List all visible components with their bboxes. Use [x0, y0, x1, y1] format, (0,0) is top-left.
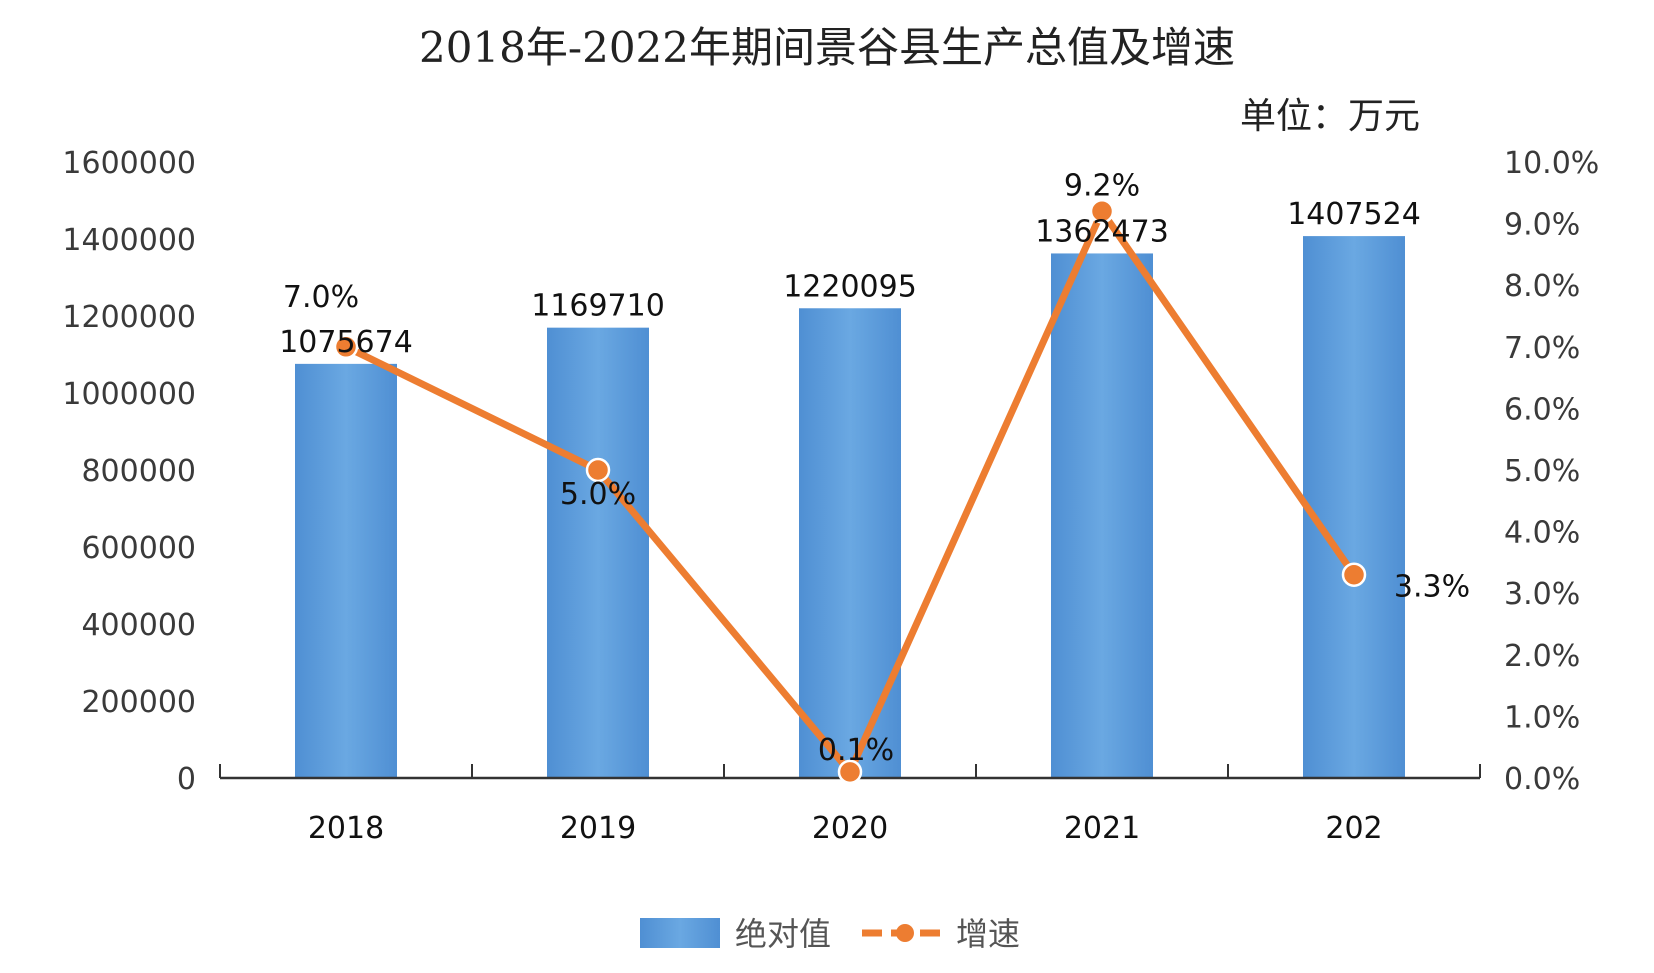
- left-tick-label: 1400000: [62, 223, 196, 258]
- category-label: 2019: [560, 811, 636, 846]
- bar-value-label: 1075674: [279, 325, 413, 360]
- right-tick-label: 10.0%: [1504, 146, 1599, 181]
- category-label: 2018: [308, 811, 384, 846]
- left-axis-ticks: 0 200000 400000 600000 800000 1000000 1200000 1…: [62, 146, 196, 797]
- category-label: 2021: [1064, 811, 1140, 846]
- right-tick-label: 1.0%: [1504, 700, 1580, 735]
- growth-value-label: 5.0%: [560, 477, 636, 512]
- growth-marker: [837, 759, 863, 785]
- line-series: [333, 199, 1367, 785]
- left-tick-label: 600000: [81, 531, 196, 566]
- right-tick-label: 0.0%: [1504, 762, 1580, 797]
- growth-marker: [1341, 562, 1367, 587]
- legend: 绝对值 增速: [640, 915, 1020, 953]
- category-labels: 2018 2019 2020 2021 202: [308, 811, 1383, 846]
- bar-data-labels: 1075674 1169710 1220095 1362473 1407524: [279, 197, 1421, 360]
- right-tick-label: 5.0%: [1504, 454, 1580, 489]
- growth-value-label: 0.1%: [818, 733, 894, 768]
- left-tick-label: 800000: [81, 454, 196, 489]
- bar: [547, 327, 649, 778]
- growth-marker: [1089, 199, 1115, 224]
- left-tick-label: 1600000: [62, 146, 196, 181]
- right-tick-label: 6.0%: [1504, 392, 1580, 427]
- bar: [295, 363, 397, 778]
- unit-label: 单位：万元: [1240, 96, 1420, 137]
- right-tick-label: 3.0%: [1504, 577, 1580, 612]
- growth-marker: [333, 334, 359, 360]
- legend-swatch-bar: [640, 918, 720, 948]
- legend-swatch-marker: [896, 924, 914, 942]
- left-tick-label: 1000000: [62, 377, 196, 412]
- left-tick-label: 400000: [81, 608, 196, 643]
- right-tick-label: 7.0%: [1504, 331, 1580, 366]
- category-label: 202: [1325, 811, 1382, 846]
- left-tick-label: 200000: [81, 685, 196, 720]
- left-tick-label: 1200000: [62, 300, 196, 335]
- left-tick-label: 0: [177, 762, 196, 797]
- growth-marker: [585, 457, 611, 483]
- right-tick-label: 4.0%: [1504, 516, 1580, 551]
- chart-title: 2018年-2022年期间景谷县生产总值及增速: [419, 23, 1235, 72]
- bar-value-label: 1407524: [1287, 197, 1421, 232]
- legend-label-line: 增速: [956, 915, 1020, 953]
- right-axis-ticks: 0.0% 1.0% 2.0% 3.0% 4.0% 5.0% 6.0% 7.0% 8.0% 9.0%…: [1504, 146, 1599, 797]
- bar-series: [295, 236, 1405, 779]
- growth-value-label: 7.0%: [283, 280, 359, 315]
- bar: [1303, 236, 1405, 778]
- growth-value-label: 3.3%: [1394, 570, 1470, 605]
- bar-value-label: 1169710: [531, 289, 665, 324]
- right-tick-label: 8.0%: [1504, 269, 1580, 304]
- legend-label-bar: 绝对值: [735, 915, 831, 953]
- line-data-labels: 7.0% 5.0% 0.1% 9.2% 3.3%: [283, 168, 1470, 768]
- bar-value-label: 1362473: [1035, 214, 1169, 249]
- growth-value-label: 9.2%: [1064, 168, 1140, 203]
- bar: [1051, 253, 1153, 779]
- bar: [799, 308, 901, 778]
- bar-value-label: 1220095: [783, 269, 917, 304]
- right-tick-label: 9.0%: [1504, 208, 1580, 243]
- right-tick-label: 2.0%: [1504, 639, 1580, 674]
- category-label: 2020: [812, 811, 888, 846]
